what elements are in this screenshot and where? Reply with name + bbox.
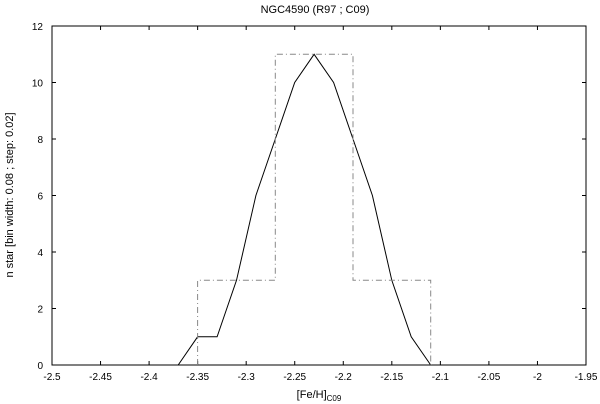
y-tick-label: 6 — [37, 192, 43, 203]
x-axis-title-subscript: C09 — [327, 394, 342, 403]
plot-area — [51, 25, 587, 366]
axis-tick-labels: -2.5 -2.45 -2.4 -2.35 -2.3 -2.25 -2.2 -2.15 -2.1… — [32, 22, 598, 383]
y-tick-label: 0 — [37, 361, 43, 372]
x-axis-title: [Fe/H]C09 — [297, 389, 342, 403]
y-tick-label: 4 — [37, 248, 43, 259]
x-tick-label: -2.35 — [186, 372, 209, 383]
x-tick-label: -2 — [533, 372, 542, 383]
x-tick-label: -2.2 — [335, 372, 353, 383]
x-tick-label: -2.15 — [380, 372, 403, 383]
axis-ticks — [51, 25, 587, 366]
x-tick-label: -2.4 — [140, 372, 158, 383]
x-tick-label: -2.5 — [43, 372, 61, 383]
series-layer — [177, 53, 432, 366]
x-tick-label: -2.05 — [478, 372, 501, 383]
chart-title: NGC4590 (R97 ; C09) — [261, 4, 370, 16]
y-axis-title: n star [bin width: 0.08 ; step: 0.02] — [4, 112, 16, 277]
x-tick-label: -2.25 — [283, 372, 306, 383]
y-tick-label: 2 — [37, 305, 43, 316]
x-tick-label: -2.45 — [89, 372, 112, 383]
x-tick-label: -1.95 — [575, 372, 598, 383]
series-line-solid — [177, 53, 432, 366]
series-histogram-dashdot — [197, 53, 432, 365]
y-tick-label: 12 — [32, 22, 44, 33]
x-axis-title-main: [Fe/H] — [297, 389, 327, 401]
x-tick-label: -2.1 — [432, 372, 450, 383]
y-tick-label: 10 — [32, 79, 44, 90]
y-tick-label: 8 — [37, 135, 43, 146]
x-tick-label: -2.3 — [238, 372, 256, 383]
